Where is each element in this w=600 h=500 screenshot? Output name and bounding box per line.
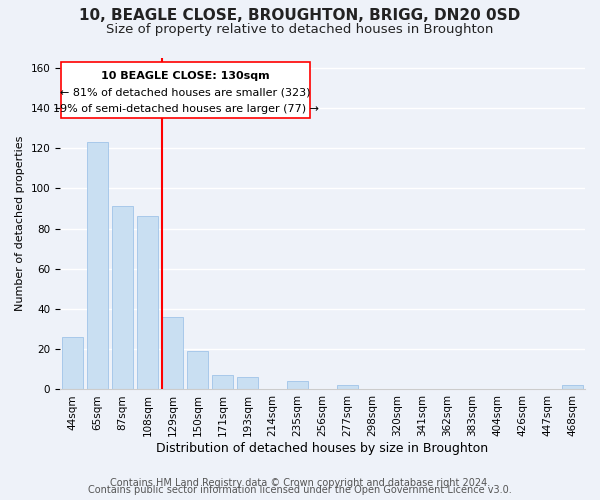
Bar	[162, 317, 183, 390]
Text: 10 BEAGLE CLOSE: 130sqm: 10 BEAGLE CLOSE: 130sqm	[101, 70, 270, 81]
Bar	[187, 351, 208, 390]
Text: Contains public sector information licensed under the Open Government Licence v3: Contains public sector information licen…	[88, 485, 512, 495]
Bar	[237, 378, 258, 390]
Text: Contains HM Land Registry data © Crown copyright and database right 2024.: Contains HM Land Registry data © Crown c…	[110, 478, 490, 488]
Bar	[562, 386, 583, 390]
Text: Size of property relative to detached houses in Broughton: Size of property relative to detached ho…	[106, 22, 494, 36]
Bar	[287, 382, 308, 390]
Bar	[337, 386, 358, 390]
Text: ← 81% of detached houses are smaller (323): ← 81% of detached houses are smaller (32…	[61, 88, 311, 98]
X-axis label: Distribution of detached houses by size in Broughton: Distribution of detached houses by size …	[157, 442, 488, 455]
Bar	[212, 376, 233, 390]
Bar	[61, 62, 310, 118]
Y-axis label: Number of detached properties: Number of detached properties	[15, 136, 25, 311]
Text: 19% of semi-detached houses are larger (77) →: 19% of semi-detached houses are larger (…	[53, 104, 319, 114]
Text: 10, BEAGLE CLOSE, BROUGHTON, BRIGG, DN20 0SD: 10, BEAGLE CLOSE, BROUGHTON, BRIGG, DN20…	[79, 8, 521, 22]
Bar	[137, 216, 158, 390]
Bar	[112, 206, 133, 390]
Bar	[62, 337, 83, 390]
Bar	[87, 142, 108, 390]
